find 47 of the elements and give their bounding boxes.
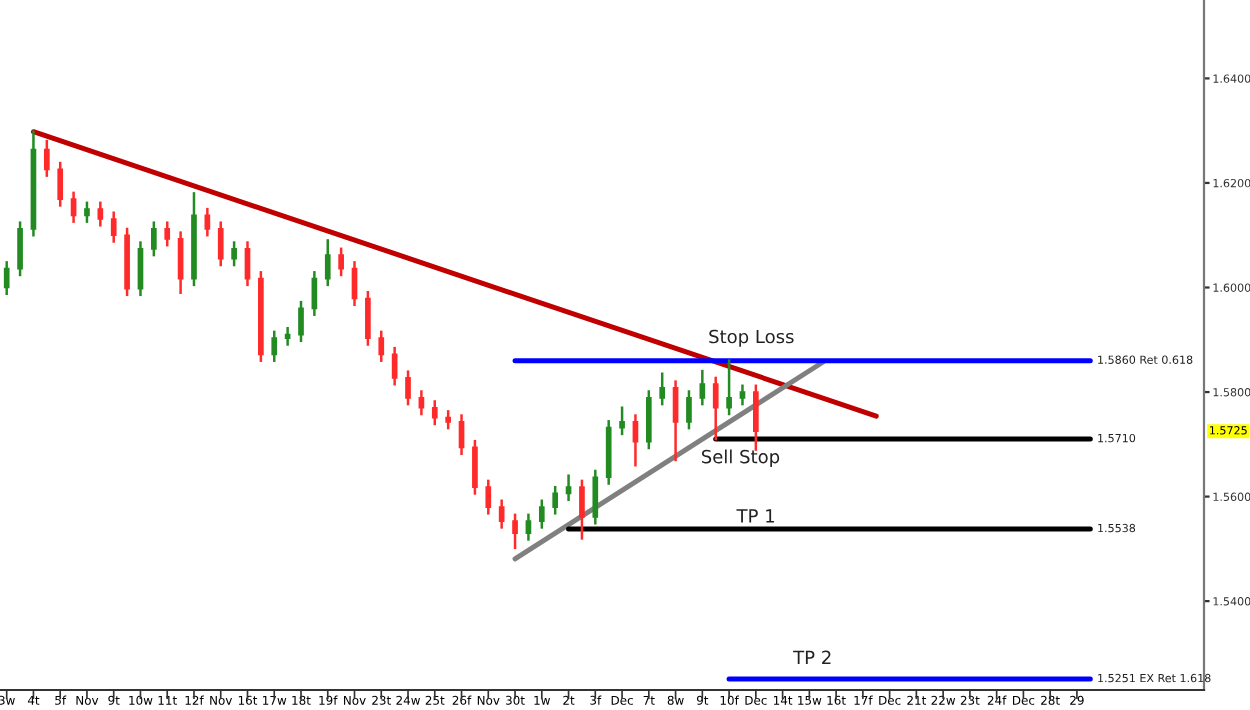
candlestick — [712, 376, 719, 441]
candlestick — [3, 261, 10, 296]
candlestick — [592, 469, 599, 525]
candlestick — [271, 330, 278, 362]
candlestick — [57, 161, 64, 207]
candlestick — [753, 384, 759, 451]
candlestick — [472, 439, 478, 495]
annotation: TP 2 — [793, 650, 831, 664]
candlestick — [298, 300, 304, 343]
candlestick — [431, 400, 438, 426]
candlestick — [110, 211, 117, 243]
candlestick — [164, 221, 171, 247]
annotation: TP 1 — [736, 509, 775, 523]
candlestick — [565, 474, 572, 501]
candlestick — [338, 247, 344, 277]
annotation: Sell Stop — [701, 449, 780, 467]
candlestick — [672, 380, 679, 462]
candlestick — [619, 406, 625, 436]
candlestick — [378, 330, 385, 362]
candlestick — [324, 239, 331, 287]
candlestick — [525, 513, 532, 541]
candlestick — [498, 499, 505, 529]
candlestick — [365, 290, 371, 346]
candlestick — [686, 390, 692, 430]
candlestick — [84, 201, 90, 223]
candlestick — [151, 221, 157, 257]
candlestick — [659, 372, 666, 406]
candlestick — [632, 414, 639, 467]
candlestick — [645, 390, 652, 450]
candlestick — [418, 390, 425, 416]
candlestick — [552, 485, 559, 515]
candlestick — [284, 327, 291, 346]
candlestick — [217, 221, 224, 267]
candlestick — [699, 369, 706, 406]
candlestick — [726, 359, 732, 416]
annotation: Stop Loss — [709, 329, 794, 347]
candlestick — [739, 384, 746, 406]
candlestick — [17, 221, 23, 277]
candlestick — [579, 479, 585, 540]
candlestick — [405, 370, 411, 406]
candlestick — [70, 191, 77, 223]
candlestick — [97, 201, 104, 227]
candlestick — [512, 513, 518, 550]
candlestick — [485, 479, 492, 515]
candlestick — [538, 499, 545, 529]
candlestick — [43, 139, 50, 177]
candlestick — [231, 241, 237, 267]
